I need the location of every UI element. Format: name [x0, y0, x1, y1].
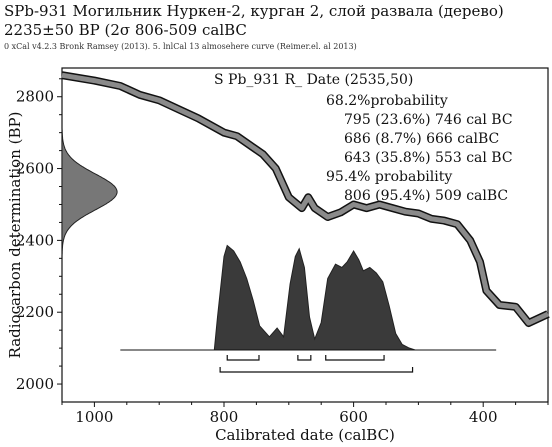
annotation-line: 806 (95.4%) 509 calBC [344, 188, 508, 204]
y-axis-label: Radiocarbon determination (BP) [6, 112, 24, 359]
chart-header-title: SPb-931 Могильник Нуркен-2, курган 2, сл… [4, 2, 504, 20]
x-tick-label: 800 [210, 408, 239, 426]
ranges-layer [219, 355, 414, 373]
y-tick-label: 2200 [16, 303, 54, 321]
annotations-layer: 68.2%probability 795 (23.6%) 746 cal BC 68… [326, 93, 513, 204]
chart-title: S Pb_931 R_ Date (2535,50) [214, 72, 413, 88]
radiocarbon-distribution [61, 128, 118, 256]
annotation-line: 686 (8.7%) 666 calBC [344, 131, 499, 147]
annotation-line: 643 (35.8%) 553 cal BC [344, 150, 513, 166]
x-tick-label: 400 [469, 408, 498, 426]
annotation-line: 68.2%probability [326, 93, 448, 109]
chart-header-source: 0 xCal v4.2.3 Bronk Ramsey (2013). 5. ln… [4, 42, 357, 51]
distributions-layer [61, 128, 497, 351]
x-tick-label: 1000 [75, 408, 113, 426]
y-tick-label: 2600 [16, 160, 54, 178]
calibration-curve-layer [61, 71, 550, 327]
x-axis-label: Calibrated date (calBC) [215, 426, 395, 444]
ticks-layer: 2000 2200 2400 2600 2800 1000 800 600 400 [16, 78, 549, 426]
range-bracket-95 [219, 367, 414, 373]
calibration-curve [61, 72, 550, 326]
range-bracket-68 [325, 355, 385, 361]
y-tick-label: 2000 [16, 375, 54, 393]
y-tick-label: 2400 [16, 231, 54, 249]
range-bracket-68 [226, 355, 260, 361]
annotation-line: 95.4% probability [326, 169, 452, 185]
chart-header-date: 2235±50 BP (2σ 806-509 calBC [4, 21, 247, 39]
calibrated-distribution [213, 244, 416, 351]
range-bracket-68 [297, 355, 312, 361]
y-tick-label: 2800 [16, 88, 54, 106]
annotation-line: 795 (23.6%) 746 cal BC [344, 112, 513, 128]
x-tick-label: 600 [339, 408, 368, 426]
